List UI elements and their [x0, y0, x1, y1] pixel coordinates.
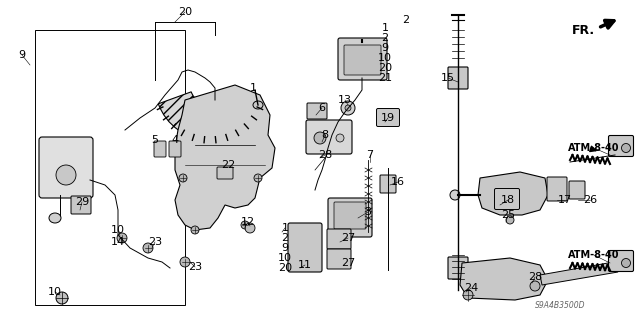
Text: 6: 6 [319, 103, 326, 113]
Text: 17: 17 [558, 195, 572, 205]
Ellipse shape [621, 144, 630, 152]
Ellipse shape [191, 226, 199, 234]
Ellipse shape [254, 174, 262, 182]
FancyBboxPatch shape [327, 229, 351, 249]
Text: 27: 27 [341, 233, 355, 243]
Polygon shape [540, 263, 618, 285]
FancyBboxPatch shape [609, 136, 634, 157]
Text: 15: 15 [441, 73, 455, 83]
Text: ATM-8-40: ATM-8-40 [568, 143, 620, 153]
Polygon shape [460, 258, 548, 300]
Text: 28: 28 [318, 150, 332, 160]
Text: 12: 12 [241, 217, 255, 227]
Text: 10: 10 [111, 225, 125, 235]
Ellipse shape [56, 292, 68, 304]
Ellipse shape [253, 101, 263, 109]
Text: 19: 19 [381, 113, 395, 123]
FancyBboxPatch shape [547, 177, 567, 201]
Wedge shape [158, 92, 262, 140]
Ellipse shape [179, 174, 187, 182]
Text: 2: 2 [403, 15, 410, 25]
FancyBboxPatch shape [327, 249, 351, 269]
Text: 21: 21 [378, 73, 392, 83]
Text: 10: 10 [378, 53, 392, 63]
Text: 9: 9 [381, 43, 388, 53]
Text: 27: 27 [341, 258, 355, 268]
FancyBboxPatch shape [344, 45, 381, 75]
Text: 28: 28 [528, 272, 542, 282]
Text: 1: 1 [250, 83, 257, 93]
Text: 1: 1 [282, 223, 289, 233]
Text: 10: 10 [278, 253, 292, 263]
Polygon shape [175, 85, 275, 230]
Text: 29: 29 [75, 197, 89, 207]
Ellipse shape [314, 132, 326, 144]
FancyBboxPatch shape [307, 103, 327, 119]
Text: 2: 2 [381, 33, 388, 43]
FancyBboxPatch shape [154, 141, 166, 157]
Ellipse shape [180, 257, 190, 267]
FancyBboxPatch shape [288, 223, 322, 272]
Text: 14: 14 [111, 237, 125, 247]
Text: 7: 7 [367, 150, 374, 160]
Text: 16: 16 [391, 177, 405, 187]
FancyBboxPatch shape [71, 196, 91, 214]
Text: 2: 2 [282, 233, 289, 243]
Ellipse shape [336, 134, 344, 142]
Text: 18: 18 [501, 195, 515, 205]
Text: 22: 22 [221, 160, 235, 170]
FancyBboxPatch shape [39, 137, 93, 198]
FancyBboxPatch shape [495, 189, 520, 210]
Text: 23: 23 [148, 237, 162, 247]
FancyBboxPatch shape [376, 108, 399, 127]
Text: 26: 26 [583, 195, 597, 205]
Text: 8: 8 [321, 130, 328, 140]
FancyBboxPatch shape [306, 120, 352, 154]
Text: 11: 11 [298, 260, 312, 270]
Text: 20: 20 [178, 7, 192, 17]
Ellipse shape [49, 213, 61, 223]
Ellipse shape [463, 290, 473, 300]
Polygon shape [478, 172, 548, 215]
Text: 23: 23 [188, 262, 202, 272]
Ellipse shape [530, 281, 540, 291]
Text: 1: 1 [381, 23, 388, 33]
Ellipse shape [56, 165, 76, 185]
FancyBboxPatch shape [380, 175, 396, 193]
FancyBboxPatch shape [448, 257, 468, 279]
Ellipse shape [117, 233, 127, 243]
Text: 9: 9 [282, 243, 289, 253]
Ellipse shape [621, 258, 630, 268]
Text: 13: 13 [338, 95, 352, 105]
Text: 9: 9 [19, 50, 26, 60]
Ellipse shape [341, 101, 355, 115]
Text: S9A4B3500D: S9A4B3500D [535, 300, 585, 309]
Text: ATM-8-40: ATM-8-40 [568, 250, 620, 260]
FancyBboxPatch shape [169, 141, 181, 157]
Text: 25: 25 [501, 210, 515, 220]
Text: 3: 3 [365, 207, 371, 217]
Text: 5: 5 [152, 135, 159, 145]
FancyBboxPatch shape [609, 250, 634, 271]
FancyBboxPatch shape [569, 181, 585, 199]
FancyBboxPatch shape [217, 167, 233, 179]
Ellipse shape [143, 243, 153, 253]
FancyBboxPatch shape [448, 67, 468, 89]
Text: 10: 10 [48, 287, 62, 297]
Ellipse shape [245, 223, 255, 233]
FancyBboxPatch shape [338, 38, 387, 80]
Text: 4: 4 [172, 135, 179, 145]
FancyBboxPatch shape [334, 202, 366, 229]
Ellipse shape [345, 105, 351, 111]
Text: 24: 24 [464, 283, 478, 293]
Ellipse shape [450, 190, 460, 200]
Text: 20: 20 [278, 263, 292, 273]
FancyBboxPatch shape [328, 198, 372, 237]
Text: FR.: FR. [572, 24, 595, 36]
Ellipse shape [506, 216, 514, 224]
Text: 20: 20 [378, 63, 392, 73]
Ellipse shape [241, 221, 249, 229]
